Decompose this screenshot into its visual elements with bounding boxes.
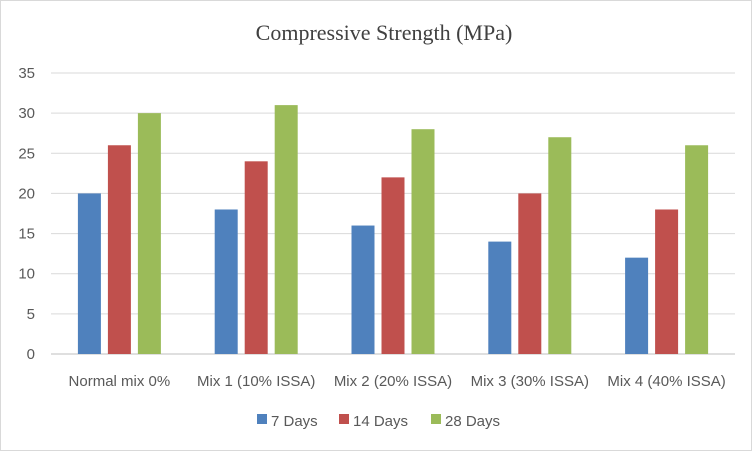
legend-label: 28 Days <box>445 413 500 430</box>
bar-7-days <box>625 257 649 354</box>
bar-28-days <box>274 105 298 354</box>
x-tick-label: Mix 1 (10% ISSA) <box>197 373 315 390</box>
bar-28-days <box>137 113 161 355</box>
bar-14-days <box>655 209 679 354</box>
legend-swatch <box>431 414 441 424</box>
legend: 7 Days 14 Days 28 Days <box>257 413 500 430</box>
y-tick-label: 20 <box>18 185 35 202</box>
x-tick-label: Normal mix 0% <box>69 373 171 390</box>
y-tick-label: 15 <box>18 226 35 243</box>
bar-14-days <box>381 177 405 354</box>
bar-7-days <box>214 209 238 354</box>
y-tick-label: 30 <box>18 105 35 122</box>
bar-7-days <box>77 193 101 354</box>
bar-14-days <box>107 145 131 354</box>
y-tick-label: 25 <box>18 145 35 162</box>
legend-label: 14 Days <box>353 413 408 430</box>
y-axis-ticks: 0 5 10 15 20 25 30 35 <box>18 65 35 363</box>
x-axis-ticks: Normal mix 0% Mix 1 (10% ISSA) Mix 2 (20% … <box>69 373 726 390</box>
bar-7-days <box>488 241 512 354</box>
bar-14-days <box>518 193 542 354</box>
y-tick-label: 35 <box>18 65 35 82</box>
x-tick-label: Mix 2 (20% ISSA) <box>334 373 452 390</box>
chart-title: Compressive Strength (MPa) <box>256 20 513 45</box>
y-tick-label: 5 <box>27 306 35 323</box>
legend-swatch <box>257 414 267 424</box>
bar-28-days <box>685 145 709 354</box>
x-tick-label: Mix 4 (40% ISSA) <box>607 373 725 390</box>
bar-14-days <box>244 161 268 354</box>
y-tick-label: 0 <box>27 346 35 363</box>
x-tick-label: Mix 3 (30% ISSA) <box>471 373 589 390</box>
bar-7-days <box>351 225 375 354</box>
legend-swatch <box>339 414 349 424</box>
legend-label: 7 Days <box>271 413 318 430</box>
y-tick-label: 10 <box>18 266 35 283</box>
bar-28-days <box>411 129 435 354</box>
bar-28-days <box>548 137 572 354</box>
bars <box>77 105 709 355</box>
